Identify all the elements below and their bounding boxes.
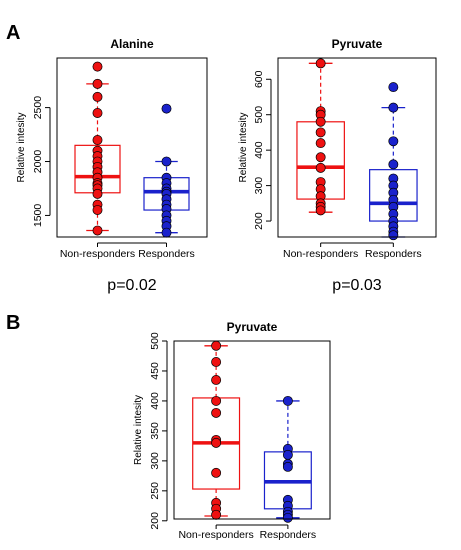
y-tick-label: 300: [253, 177, 265, 195]
series-responders: [263, 395, 312, 523]
alanine-boxplot: Alanine Relative intesity 1500 2000 2500 Non-…: [16, 37, 208, 294]
data-point: [92, 91, 103, 102]
y-tick-label: 2000: [32, 150, 44, 174]
data-point: [282, 395, 293, 406]
x-tick-label: Non-responders: [178, 529, 253, 541]
series-non-responders: [74, 61, 121, 236]
y-tick-label: 450: [149, 362, 161, 380]
data-point: [161, 156, 172, 167]
y-tick-label: 2500: [32, 96, 44, 120]
series-responders: [143, 103, 190, 238]
y-axis-label: Relative intesity: [16, 112, 27, 182]
data-point: [388, 82, 399, 93]
pyruvate-boxplot-a: Pyruvate Relative intesity 200 300 400 500 600…: [238, 37, 437, 294]
y-tick-label: 400: [253, 141, 265, 159]
data-point: [388, 136, 399, 147]
data-point: [282, 449, 293, 460]
x-tick-label: Responders: [260, 529, 317, 541]
y-axis-label: Relative intesity: [238, 112, 249, 182]
data-point: [315, 127, 326, 138]
data-point: [315, 138, 326, 149]
data-point: [92, 78, 103, 89]
data-point: [282, 512, 293, 523]
data-point: [388, 102, 399, 113]
data-point: [92, 61, 103, 72]
data-point: [388, 159, 399, 170]
data-point: [92, 135, 103, 145]
x-tick-label: Non-responders: [60, 248, 135, 260]
data-point: [211, 407, 222, 418]
data-point: [211, 357, 222, 367]
p-value-annotation: p=0.02: [107, 277, 156, 294]
y-tick-label: 500: [253, 106, 265, 124]
plot-frame: [173, 340, 331, 520]
data-point: [92, 188, 103, 199]
y-tick-label: 500: [149, 332, 161, 350]
data-point: [161, 227, 172, 238]
plot-frame: [56, 57, 208, 238]
y-tick-label: 200: [149, 512, 161, 530]
data-point: [315, 58, 326, 69]
chart-title: Pyruvate: [332, 37, 383, 51]
data-point: [211, 437, 222, 448]
series-non-responders: [296, 58, 345, 216]
data-point: [315, 205, 326, 216]
data-point: [315, 162, 326, 173]
data-point: [282, 461, 293, 472]
series-non-responders: [192, 340, 241, 520]
plot-frame: [277, 57, 437, 238]
data-point: [388, 230, 399, 241]
data-point: [92, 108, 103, 118]
y-tick-label: 300: [149, 452, 161, 470]
data-point: [315, 116, 326, 127]
panel-label-b: B: [6, 312, 20, 334]
y-tick-label: 600: [253, 70, 265, 88]
data-point: [92, 205, 103, 215]
data-point: [315, 152, 326, 163]
y-tick-label: 400: [149, 392, 161, 410]
data-point: [211, 395, 222, 406]
y-tick-label: 350: [149, 422, 161, 440]
data-point: [211, 375, 222, 385]
chart-title: Alanine: [110, 37, 154, 51]
y-tick-label: 250: [149, 482, 161, 500]
data-point: [211, 467, 222, 478]
data-point: [211, 509, 222, 520]
p-value-annotation: p=0.03: [332, 277, 381, 294]
data-point: [211, 340, 222, 351]
y-tick-label: 1500: [32, 204, 44, 228]
data-point: [92, 225, 103, 236]
series-responders: [369, 82, 418, 241]
pyruvate-boxplot-b: Pyruvate Relative intesity 200 250 300 350 400…: [133, 320, 331, 541]
data-point: [161, 103, 172, 114]
y-tick-label: 200: [253, 212, 265, 230]
x-tick-label: Responders: [365, 248, 422, 260]
panel-label-a: A: [6, 22, 20, 44]
x-tick-label: Non-responders: [283, 248, 358, 260]
y-axis-label: Relative intesity: [133, 395, 144, 465]
x-tick-label: Responders: [138, 248, 195, 260]
chart-title: Pyruvate: [227, 320, 278, 334]
